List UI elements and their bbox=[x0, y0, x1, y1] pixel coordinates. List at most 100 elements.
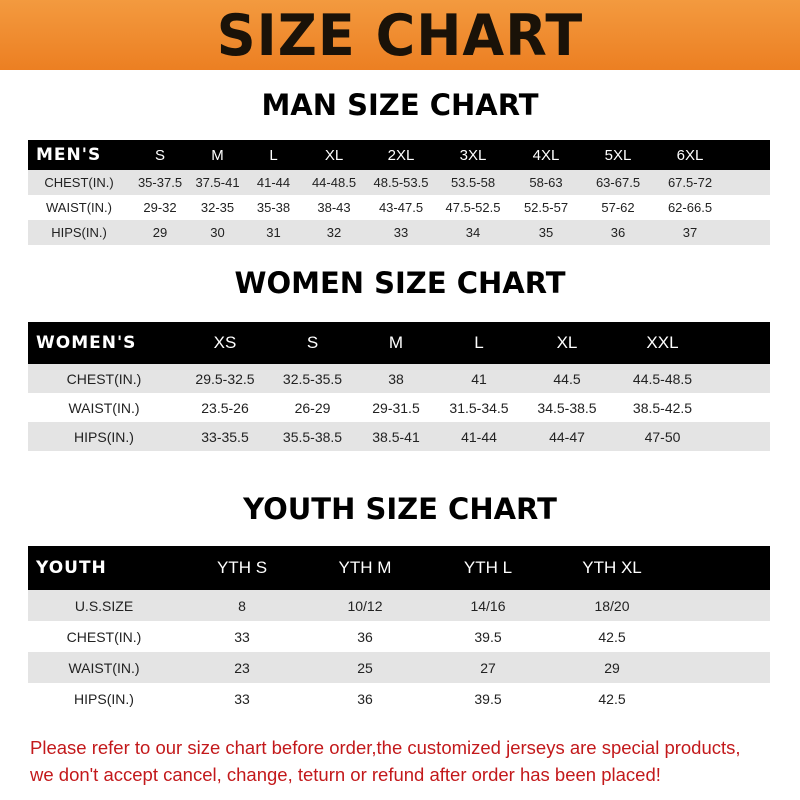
table-cell: 35 bbox=[538, 225, 554, 240]
table-cell: 39.5 bbox=[474, 690, 502, 707]
notice-line-2: we don't accept cancel, change, teturn o… bbox=[30, 764, 661, 785]
table-cell: 36 bbox=[357, 628, 373, 645]
table-cell: 35.5-38.5 bbox=[282, 428, 343, 445]
table-cell: 47-50 bbox=[644, 428, 681, 445]
table-cell: 29.5-32.5 bbox=[195, 370, 255, 387]
table-cell: YTH L bbox=[463, 558, 513, 577]
table-cell: 52.5-57 bbox=[523, 200, 569, 215]
row-label: HIPS(IN.) bbox=[74, 690, 134, 707]
table-cell: 38 bbox=[388, 370, 404, 387]
table-row: U.S.SIZE 8 10/12 14/16 18/20 bbox=[28, 590, 770, 621]
table-cell: 10/12 bbox=[347, 597, 383, 614]
table-cell: 2XL bbox=[387, 146, 415, 164]
table-row: CHEST(IN.) 33 36 39.5 42.5 bbox=[28, 621, 770, 652]
table-cell: 32.5-35.5 bbox=[282, 370, 343, 387]
table-cell: 32-35 bbox=[200, 200, 235, 215]
table-row: CHEST(IN.) 29.5-32.5 32.5-35.5 38 41 44.5 44.5… bbox=[28, 364, 770, 393]
table-cell: 38-43 bbox=[317, 200, 351, 215]
table-cell: 41-44 bbox=[461, 428, 497, 445]
table-cell: 3XL bbox=[459, 146, 487, 164]
table-header-row: MEN'S S M L XL 2XL 3XL 4XL 5XL 6XL bbox=[28, 140, 770, 170]
table-cell: 39.5 bbox=[474, 628, 502, 645]
table-cell: M bbox=[388, 333, 404, 352]
table-header-row: WOMEN'S XS S M L XL XXL bbox=[28, 322, 770, 364]
table-cell: 37.5-41 bbox=[195, 175, 240, 190]
table-row: HIPS(IN.) 29 30 31 32 33 34 35 36 37 bbox=[28, 220, 770, 245]
row-label: WAIST(IN.) bbox=[68, 659, 140, 676]
table-cell: L bbox=[474, 333, 484, 352]
table-cell: 38.5-41 bbox=[372, 428, 420, 445]
table-cell: 29 bbox=[604, 659, 620, 676]
row-label: HIPS(IN.) bbox=[74, 428, 134, 445]
table-cell: 31 bbox=[266, 225, 281, 240]
row-label: WOMEN'S bbox=[36, 333, 137, 353]
table-cell: 36 bbox=[357, 690, 373, 707]
table-cell: 23.5-26 bbox=[201, 399, 249, 416]
youth-chart-title: YOUTH SIZE CHART bbox=[243, 492, 557, 526]
table-cell: S bbox=[154, 146, 165, 164]
table-cell: 35-38 bbox=[256, 200, 291, 215]
row-label: YOUTH bbox=[36, 558, 107, 578]
header-banner: SIZE CHART bbox=[0, 0, 800, 70]
table-cell: 42.5 bbox=[598, 690, 626, 707]
table-cell: 67.5-72 bbox=[667, 175, 713, 190]
table-cell: XS bbox=[213, 333, 237, 352]
table-cell: 48.5-53.5 bbox=[373, 175, 429, 190]
table-row: HIPS(IN.) 33 36 39.5 42.5 bbox=[28, 683, 770, 714]
table-cell: 41 bbox=[471, 370, 487, 387]
table-row: CHEST(IN.) 35-37.5 37.5-41 41-44 44-48.5 48.5… bbox=[28, 170, 770, 195]
table-cell: 4XL bbox=[532, 146, 560, 164]
table-cell: 23 bbox=[234, 659, 250, 676]
table-cell: 43-47.5 bbox=[378, 200, 424, 215]
table-cell: 33 bbox=[393, 225, 409, 240]
row-label: U.S.SIZE bbox=[74, 597, 134, 614]
table-cell: 34.5-38.5 bbox=[537, 399, 597, 416]
men-chart-title: MAN SIZE CHART bbox=[261, 88, 539, 122]
table-cell: 29-32 bbox=[143, 200, 177, 215]
table-cell: YTH XL bbox=[582, 558, 642, 577]
table-cell: YTH S bbox=[216, 558, 268, 577]
table-cell: S bbox=[306, 333, 319, 352]
table-row: WAIST(IN.) 29-32 32-35 35-38 38-43 43-47.5 47.… bbox=[28, 195, 770, 220]
table-cell: 29-31.5 bbox=[372, 399, 420, 416]
table-cell: 31.5-34.5 bbox=[449, 399, 509, 416]
notice-line-1: Please refer to our size chart before or… bbox=[30, 737, 741, 758]
table-cell: 44-47 bbox=[549, 428, 585, 445]
table-cell: 27 bbox=[480, 659, 496, 676]
table-row: HIPS(IN.) 33-35.5 35.5-38.5 38.5-41 41-44 44-… bbox=[28, 422, 770, 451]
table-cell: 62-66.5 bbox=[667, 200, 713, 215]
banner-title: SIZE CHART bbox=[216, 1, 584, 69]
row-label: WAIST(IN.) bbox=[68, 399, 140, 416]
table-cell: L bbox=[269, 146, 278, 164]
table-cell: 8 bbox=[238, 597, 246, 614]
table-cell: 53.5-58 bbox=[450, 175, 496, 190]
table-cell: 57-62 bbox=[601, 200, 635, 215]
table-cell: 44.5-48.5 bbox=[632, 370, 693, 387]
table-cell: 63-67.5 bbox=[595, 175, 641, 190]
women-size-table: WOMEN'S XS S M L XL XXL CHEST(IN.) 29.5-32.5 32.5… bbox=[28, 322, 770, 451]
table-row: WAIST(IN.) 23 25 27 29 bbox=[28, 652, 770, 683]
table-cell: 33 bbox=[234, 628, 250, 645]
table-row: WAIST(IN.) 23.5-26 26-29 29-31.5 31.5-34.5 34… bbox=[28, 393, 770, 422]
table-cell: 6XL bbox=[676, 146, 704, 164]
row-label: HIPS(IN.) bbox=[51, 225, 107, 240]
table-cell: 36 bbox=[610, 225, 626, 240]
row-label: MEN'S bbox=[36, 145, 102, 165]
table-cell: 37 bbox=[682, 225, 698, 240]
table-cell: 34 bbox=[465, 225, 481, 240]
table-cell: 25 bbox=[357, 659, 373, 676]
table-cell: XL bbox=[324, 146, 344, 164]
table-cell: 44.5 bbox=[553, 370, 581, 387]
men-size-table: MEN'S S M L XL 2XL 3XL 4XL 5XL 6XL CHEST(IN.) 35-37… bbox=[28, 140, 770, 245]
table-cell: 29 bbox=[152, 225, 168, 240]
table-cell: 44-48.5 bbox=[311, 175, 357, 190]
table-cell: 41-44 bbox=[256, 175, 291, 190]
youth-size-table: YOUTH YTH S YTH M YTH L YTH XL U.S.SIZE 8 10/12… bbox=[28, 546, 770, 714]
table-cell: 18/20 bbox=[594, 597, 630, 614]
row-label: CHEST(IN.) bbox=[66, 370, 142, 387]
table-header-row: YOUTH YTH S YTH M YTH L YTH XL bbox=[28, 546, 770, 590]
table-cell: M bbox=[211, 146, 224, 164]
table-cell: 58-63 bbox=[529, 175, 563, 190]
table-cell: 33 bbox=[234, 690, 250, 707]
table-cell: 33-35.5 bbox=[201, 428, 249, 445]
